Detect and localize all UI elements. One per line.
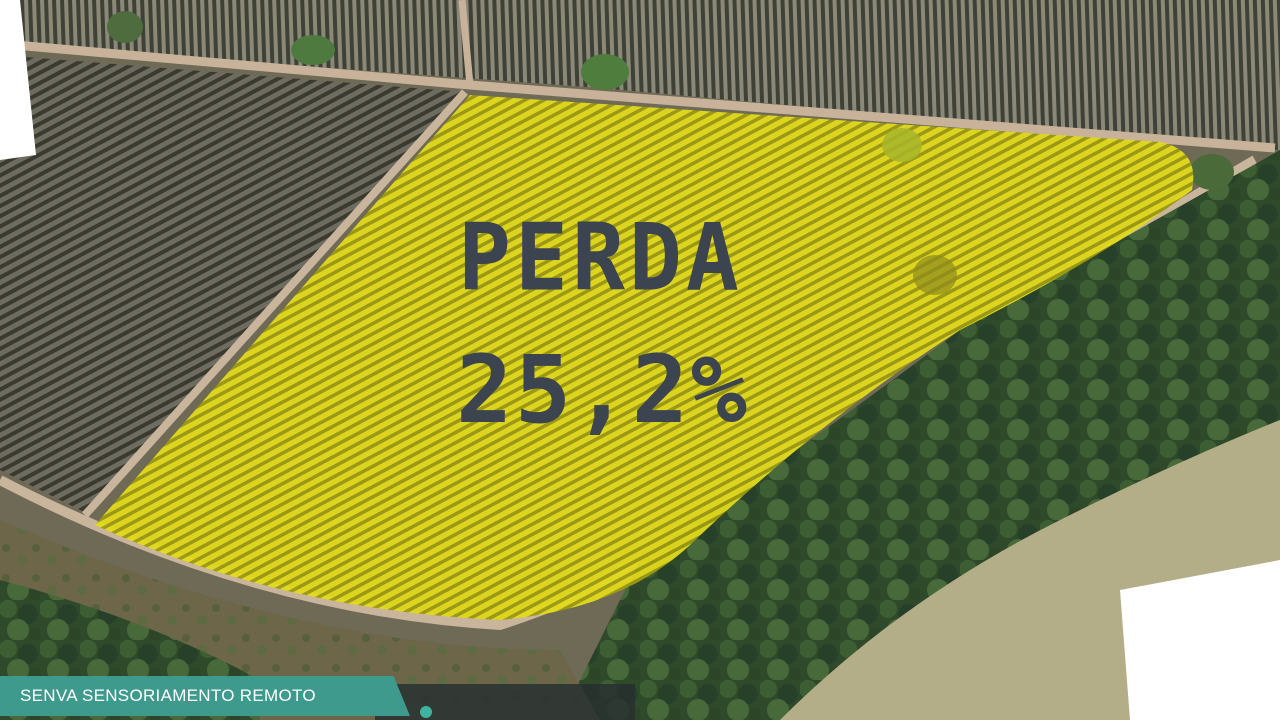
brand-label: SENVA SENSORIAMENTO REMOTO [20,686,316,705]
loss-percentage: 25,2% [456,336,749,445]
brand-bar [0,676,410,716]
brand-bar-shadow [375,684,635,720]
brand-dot-icon [420,706,432,718]
loss-title: PERDA [458,203,743,312]
